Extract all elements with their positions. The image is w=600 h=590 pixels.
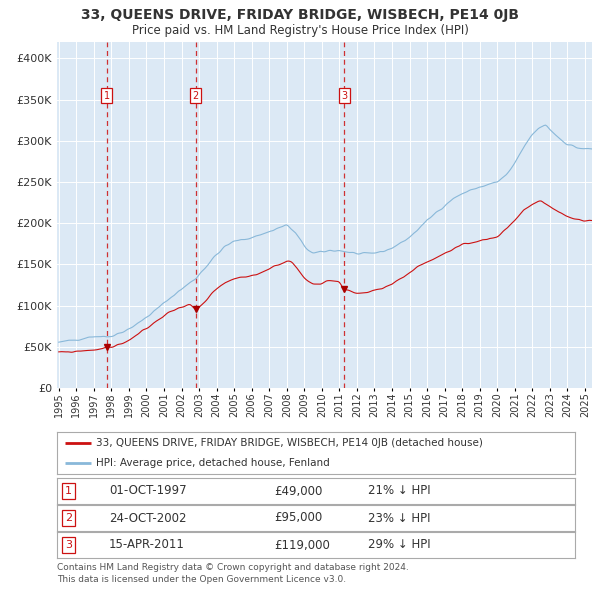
Text: 24-OCT-2002: 24-OCT-2002 <box>109 512 187 525</box>
Text: Contains HM Land Registry data © Crown copyright and database right 2024.
This d: Contains HM Land Registry data © Crown c… <box>57 563 409 584</box>
Text: 1: 1 <box>104 90 110 100</box>
Text: Price paid vs. HM Land Registry's House Price Index (HPI): Price paid vs. HM Land Registry's House … <box>131 24 469 37</box>
Text: 33, QUEENS DRIVE, FRIDAY BRIDGE, WISBECH, PE14 0JB (detached house): 33, QUEENS DRIVE, FRIDAY BRIDGE, WISBECH… <box>96 438 483 448</box>
Text: 3: 3 <box>341 90 347 100</box>
Text: 33, QUEENS DRIVE, FRIDAY BRIDGE, WISBECH, PE14 0JB: 33, QUEENS DRIVE, FRIDAY BRIDGE, WISBECH… <box>81 8 519 22</box>
Text: 3: 3 <box>65 540 72 550</box>
Text: 2: 2 <box>65 513 72 523</box>
Text: 15-APR-2011: 15-APR-2011 <box>109 539 185 552</box>
Text: 23% ↓ HPI: 23% ↓ HPI <box>368 512 430 525</box>
Text: £119,000: £119,000 <box>275 539 331 552</box>
Text: 1: 1 <box>65 486 72 496</box>
Text: £49,000: £49,000 <box>275 484 323 497</box>
Text: 01-OCT-1997: 01-OCT-1997 <box>109 484 187 497</box>
Text: £95,000: £95,000 <box>275 512 323 525</box>
Text: 2: 2 <box>193 90 199 100</box>
Text: HPI: Average price, detached house, Fenland: HPI: Average price, detached house, Fenl… <box>96 458 329 468</box>
Text: 21% ↓ HPI: 21% ↓ HPI <box>368 484 430 497</box>
Text: 29% ↓ HPI: 29% ↓ HPI <box>368 539 430 552</box>
